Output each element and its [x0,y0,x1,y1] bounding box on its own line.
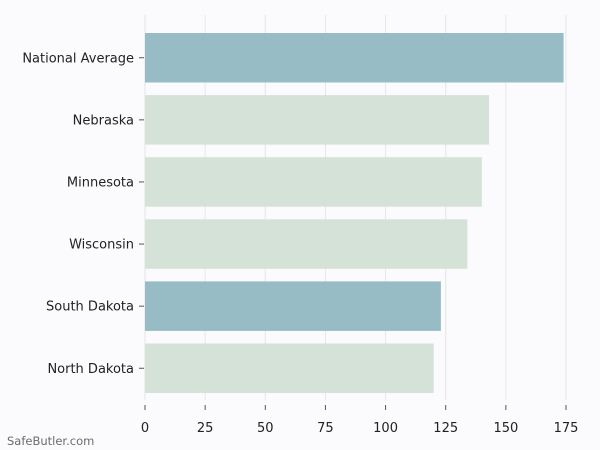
y-axis-labels: National Average Nebraska Minnesota Wiscons… [22,51,144,377]
y-tick-label: Minnesota [67,175,134,190]
bar [145,219,468,269]
x-axis-labels: 0 25 50 75 100 125 150 175 [141,405,579,436]
watermark: SafeButler.com [7,434,95,448]
x-tick-label: 175 [554,421,579,436]
x-tick-label: 25 [197,421,214,436]
x-tick-label: 50 [257,421,274,436]
y-tick-label: National Average [22,51,134,66]
x-tick-label: 150 [493,421,518,436]
y-tick-label: South Dakota [46,300,134,315]
y-tick-label: Nebraska [73,113,134,128]
bar [145,95,490,145]
x-tick-label: 125 [433,421,458,436]
bar [145,343,434,393]
bar [145,281,441,331]
bar [145,33,564,83]
x-tick-label: 100 [373,421,398,436]
bars [145,33,564,393]
x-tick-label: 75 [317,421,334,436]
y-tick-label: Wisconsin [69,238,134,253]
x-tick-label: 0 [141,421,149,436]
bar [145,157,482,207]
y-tick-label: North Dakota [47,362,134,377]
